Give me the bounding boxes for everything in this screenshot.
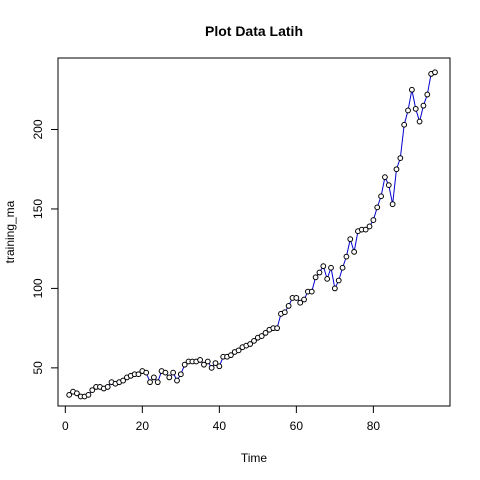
- data-point: [73, 390, 80, 397]
- data-point: [397, 155, 404, 162]
- data-point: [227, 352, 234, 359]
- data-point: [393, 166, 400, 173]
- data-point: [204, 358, 211, 365]
- data-point: [339, 264, 346, 271]
- data-point: [378, 193, 384, 200]
- x-tick-label: 80: [367, 419, 381, 433]
- data-point: [351, 248, 358, 255]
- data-point: [150, 374, 157, 381]
- data-point: [328, 264, 334, 271]
- data-point: [320, 263, 327, 270]
- data-point: [293, 295, 300, 301]
- series-line-segment: [426, 73, 432, 95]
- data-point: [420, 102, 427, 109]
- x-axis: 0 20 40 60 80: [62, 405, 381, 433]
- y-axis-label: training_ma: [3, 200, 17, 263]
- data-point: [166, 374, 173, 381]
- x-tick-label: 20: [136, 419, 150, 433]
- data-point: [424, 91, 431, 98]
- data-point: [274, 325, 281, 332]
- x-axis-label: Time: [241, 451, 268, 465]
- data-point: [147, 379, 153, 386]
- data-point: [297, 299, 304, 306]
- data-point: [416, 118, 423, 125]
- data-point: [251, 337, 257, 344]
- data-point: [235, 347, 242, 354]
- data-point: [154, 379, 161, 386]
- series-line-segment: [330, 267, 336, 289]
- data-point: [197, 357, 203, 363]
- data-point: [389, 201, 396, 208]
- y-tick-label: 100: [31, 278, 45, 298]
- data-point: [162, 369, 169, 376]
- data-point: [174, 377, 180, 384]
- y-tick-label: 50: [31, 361, 45, 375]
- series-line-segment: [353, 231, 359, 252]
- data-point: [347, 236, 354, 243]
- series-line-segment: [388, 185, 394, 205]
- data-point: [208, 364, 215, 371]
- y-axis: 50 100 150 200: [31, 119, 59, 375]
- data-point: [216, 363, 223, 370]
- data-point: [366, 223, 373, 230]
- data-point: [301, 296, 307, 303]
- data-point: [201, 361, 207, 368]
- data-point: [281, 309, 288, 316]
- data-point: [66, 391, 73, 398]
- series-line-segment: [399, 124, 405, 159]
- chart-title: Plot Data Latih: [205, 23, 303, 39]
- data-points: [66, 69, 438, 400]
- data-point: [181, 361, 188, 368]
- data-point: [382, 174, 388, 181]
- data-point: [312, 274, 319, 281]
- data-point: [285, 302, 292, 309]
- y-tick-label: 150: [31, 199, 45, 219]
- data-point: [362, 226, 369, 233]
- series-line-segment: [411, 89, 417, 109]
- data-point: [262, 330, 269, 336]
- data-point: [104, 384, 111, 390]
- series-line-segment: [345, 239, 351, 257]
- data-point: [89, 387, 96, 394]
- data-point: [135, 371, 142, 378]
- data-point: [405, 107, 411, 114]
- y-tick-label: 200: [31, 119, 45, 139]
- series-line-segment: [407, 89, 413, 111]
- data-point: [324, 275, 331, 282]
- x-tick-label: 60: [290, 419, 304, 433]
- data-point: [401, 121, 408, 128]
- data-point: [331, 285, 338, 292]
- x-tick-label: 40: [213, 419, 227, 433]
- data-point: [412, 105, 419, 112]
- data-point: [143, 369, 150, 376]
- x-tick-label: 0: [62, 419, 69, 433]
- data-point: [177, 371, 184, 378]
- data-point: [432, 69, 438, 76]
- data-point: [343, 253, 350, 260]
- data-point: [85, 391, 92, 398]
- data-point: [408, 86, 415, 93]
- series-line-segment: [380, 177, 386, 197]
- data-point: [170, 369, 177, 376]
- data-point: [247, 341, 254, 347]
- data-point: [374, 204, 381, 211]
- data-point: [308, 288, 315, 295]
- data-point: [258, 333, 265, 339]
- data-point: [370, 217, 377, 223]
- data-point: [335, 277, 342, 284]
- data-point: [316, 269, 323, 276]
- data-point: [120, 377, 126, 384]
- series-line-segment: [392, 169, 397, 205]
- data-point: [385, 182, 392, 189]
- data-point: [212, 360, 219, 366]
